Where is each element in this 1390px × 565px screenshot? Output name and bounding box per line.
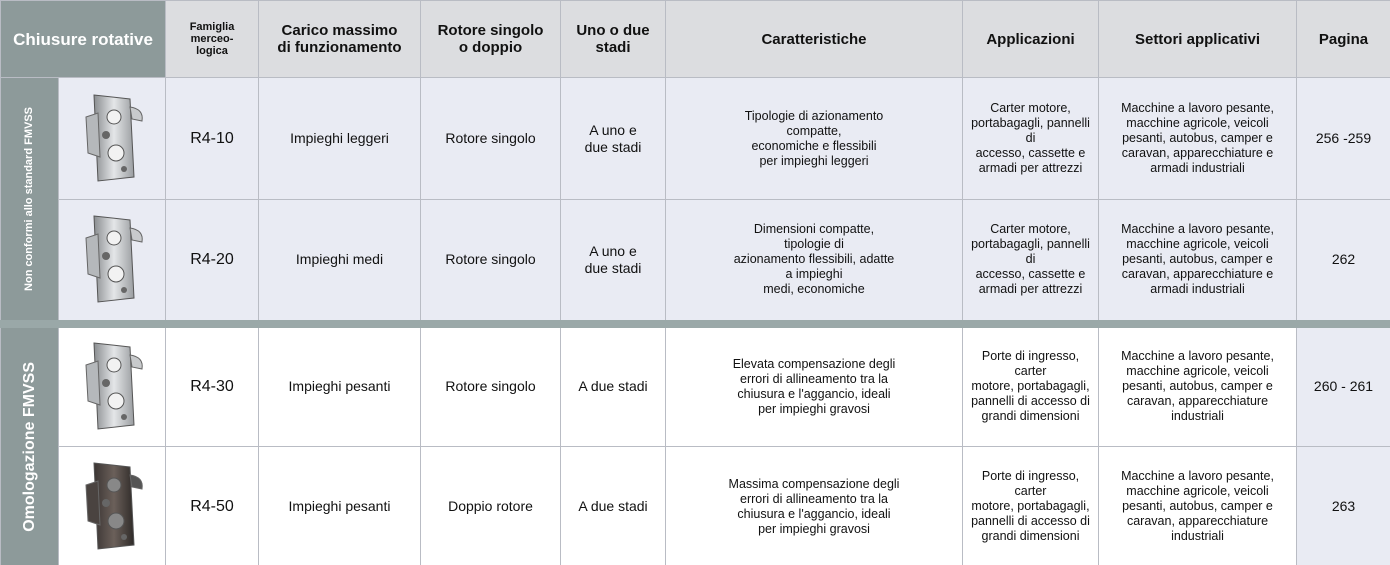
page-cell: 263 [1296, 446, 1390, 565]
image-cell [58, 319, 166, 447]
column-header: Rotore singolo o doppio [420, 0, 561, 78]
rotor-cell: Doppio rotore [420, 446, 561, 565]
page-cell: 256 -259 [1296, 77, 1390, 200]
page-cell: 260 - 261 [1296, 319, 1390, 447]
latch-image [85, 215, 143, 303]
rotor-cell: Rotore singolo [420, 77, 561, 200]
latch-image [85, 461, 143, 550]
column-header: Caratteristiche [665, 0, 963, 78]
sectors-cell: Macchine a lavoro pesante, macchine agri… [1098, 77, 1297, 200]
column-header: Uno o due stadi [560, 0, 666, 78]
sectors-cell: Macchine a lavoro pesante, macchine agri… [1098, 446, 1297, 565]
group-label: Non conformi allo standard FMVSS [23, 106, 35, 291]
rotor-cell: Rotore singolo [420, 199, 561, 324]
column-header: Carico massimo di funzionamento [258, 0, 421, 78]
applications-cell: Carter motore, portabagagli, pannelli di… [962, 199, 1099, 324]
latch-image [85, 342, 143, 430]
column-header: Settori applicativi [1098, 0, 1297, 78]
features-cell: Tipologie di azionamento compatte, econo… [665, 77, 963, 200]
rotor-cell: Rotore singolo [420, 319, 561, 447]
product-row: Omologazione FMVSS R4-30 Impieghi pesanti… [0, 319, 1390, 565]
features-cell: Elevata compensazione degli errori di al… [665, 319, 963, 447]
applications-cell: Carter motore, portabagagli, pannelli di… [962, 77, 1099, 200]
column-header: Famiglia merceo- logica [165, 0, 259, 78]
family-cell: R4-20 [165, 199, 259, 324]
group-label-cell: Non conformi allo standard FMVSS [0, 77, 59, 324]
sectors-cell: Macchine a lavoro pesante, macchine agri… [1098, 199, 1297, 324]
family-cell: R4-50 [165, 446, 259, 565]
header-row: Chiusure rotative Famiglia merceo- logic… [0, 0, 1390, 78]
image-cell [58, 77, 166, 200]
group-label: Omologazione FMVSS [21, 361, 38, 532]
product-row: Non conformi allo standard FMVSS R4-10 Im… [0, 77, 1390, 324]
applications-cell: Porte di ingresso, carter motore, portab… [962, 319, 1099, 447]
stages-cell: A uno e due stadi [560, 199, 666, 324]
stages-cell: A uno e due stadi [560, 77, 666, 200]
column-header: Applicazioni [962, 0, 1099, 78]
page-cell: 262 [1296, 199, 1390, 324]
load-cell: Impieghi pesanti [258, 446, 421, 565]
load-cell: Impieghi leggeri [258, 77, 421, 200]
load-cell: Impieghi medi [258, 199, 421, 324]
applications-cell: Porte di ingresso, carter motore, portab… [962, 446, 1099, 565]
features-cell: Dimensioni compatte, tipologie di aziona… [665, 199, 963, 324]
group-header: Chiusure rotative [0, 0, 166, 78]
stages-cell: A due stadi [560, 319, 666, 447]
latch-image [85, 93, 143, 182]
table-body: Non conformi allo standard FMVSS R4-10 Im… [0, 77, 1390, 565]
product-row: R4-50 Impieghi pesanti Doppio rotore A due … [1, 446, 1390, 565]
family-cell: R4-30 [165, 319, 259, 447]
features-cell: Massima compensazione degli errori di al… [665, 446, 963, 565]
family-cell: R4-10 [165, 77, 259, 200]
column-header: Pagina [1296, 0, 1390, 78]
image-cell [58, 199, 166, 324]
stages-cell: A due stadi [560, 446, 666, 565]
group-label-cell: Omologazione FMVSS [0, 319, 59, 565]
product-row: R4-20 Impieghi medi Rotore singolo A uno e … [1, 199, 1390, 324]
sectors-cell: Macchine a lavoro pesante, macchine agri… [1098, 319, 1297, 447]
image-cell [58, 446, 166, 565]
load-cell: Impieghi pesanti [258, 319, 421, 447]
